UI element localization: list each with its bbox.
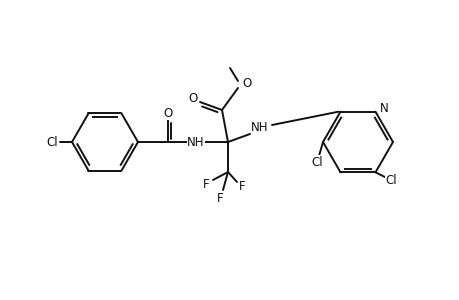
Text: Cl: Cl	[385, 174, 397, 187]
Text: NH: NH	[187, 136, 204, 148]
Text: N: N	[379, 102, 387, 115]
Text: Cl: Cl	[310, 155, 322, 169]
Text: F: F	[216, 191, 223, 205]
Text: Cl: Cl	[46, 136, 58, 148]
Text: O: O	[241, 76, 251, 89]
Text: O: O	[188, 92, 197, 104]
Text: F: F	[238, 179, 245, 193]
Text: O: O	[163, 106, 172, 119]
Text: NH: NH	[251, 121, 268, 134]
Text: F: F	[202, 178, 209, 190]
